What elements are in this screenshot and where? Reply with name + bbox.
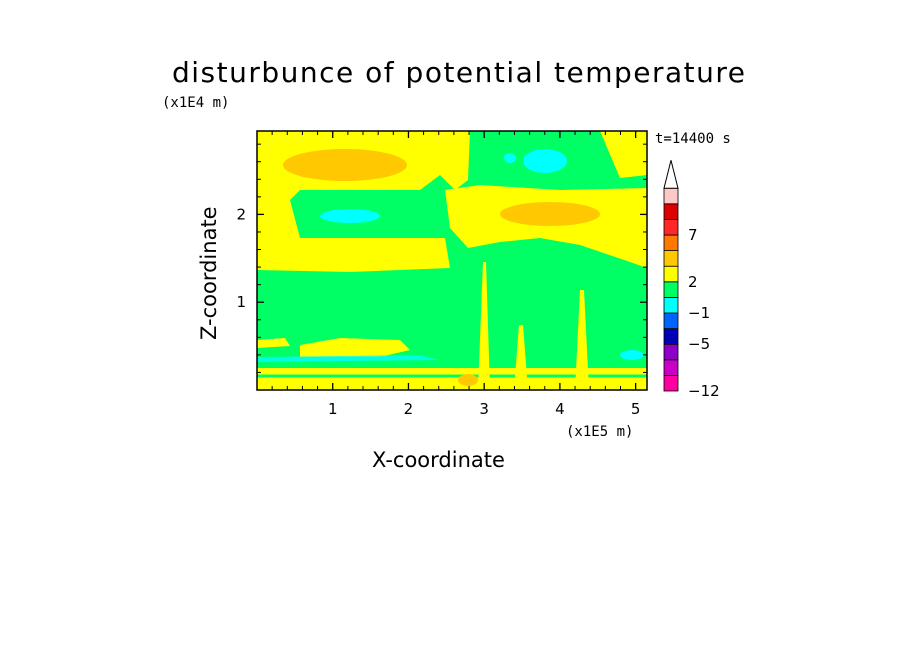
contour-field	[257, 131, 647, 390]
colorbar: 7 2 −1 −5 −12	[663, 160, 720, 400]
field-cyan-right	[523, 149, 567, 173]
x-tick-label: 1	[328, 400, 338, 418]
field-cyan-lower	[257, 355, 440, 362]
colorbar-swatch	[663, 281, 679, 298]
field-cyan-lower-right	[620, 350, 644, 360]
field-plume-1	[478, 262, 490, 390]
field-yellow-top-mid	[440, 131, 470, 190]
colorbar-swatch	[663, 265, 679, 283]
x-tick-label: 3	[479, 400, 489, 418]
colorbar-swatch	[663, 359, 679, 376]
colorbar-swatch	[663, 328, 679, 345]
field-plume-2	[514, 325, 528, 390]
field-yellow-lower	[300, 338, 410, 357]
colorbar-swatch	[663, 312, 679, 330]
colorbar-label: 2	[688, 273, 698, 291]
colorbar-swatch	[663, 343, 679, 361]
colorbar-label: 7	[688, 226, 698, 244]
y-tick-label: 2	[236, 205, 246, 223]
field-cyan-small	[504, 153, 516, 163]
field-yellow-diagonal	[445, 185, 647, 268]
colorbar-swatch	[663, 187, 679, 205]
x-tick-label: 5	[631, 400, 641, 418]
colorbar-swatch	[663, 250, 679, 267]
field-cyan-left	[320, 209, 380, 223]
colorbar-swatch	[663, 203, 679, 220]
field-yellow-lower-left	[257, 338, 290, 348]
colorbar-label: −12	[688, 382, 720, 400]
x-axis-label: X-coordinate	[372, 448, 505, 472]
colorbar-swatch	[663, 296, 679, 314]
x-tick-label: 2	[404, 400, 414, 418]
y-tick-label: 1	[236, 293, 246, 311]
field-plume-3	[575, 290, 589, 390]
time-label: t=14400 s	[655, 131, 731, 147]
colorbar-label: −1	[688, 304, 710, 322]
field-orange-right	[500, 202, 600, 226]
x-scale-label: (x1E5 m)	[566, 424, 634, 440]
chart-title: disturbunce of potential temperature	[172, 56, 747, 89]
colorbar-swatch	[663, 218, 679, 236]
x-tick-label: 4	[555, 400, 565, 418]
field-orange-upper-left	[283, 149, 407, 181]
colorbar-swatch	[663, 234, 679, 252]
field-yellow-top-right	[600, 131, 647, 178]
colorbar-label: −5	[688, 335, 710, 353]
field-orange-surface	[458, 374, 478, 386]
y-scale-label: (x1E4 m)	[162, 95, 230, 111]
plot-frame	[256, 130, 648, 391]
colorbar-extend-arrow	[663, 160, 679, 189]
field-yellow-surface	[257, 368, 647, 390]
colorbar-swatch	[663, 374, 679, 392]
axes: 1 2 3 4 5 1 2	[236, 131, 647, 418]
